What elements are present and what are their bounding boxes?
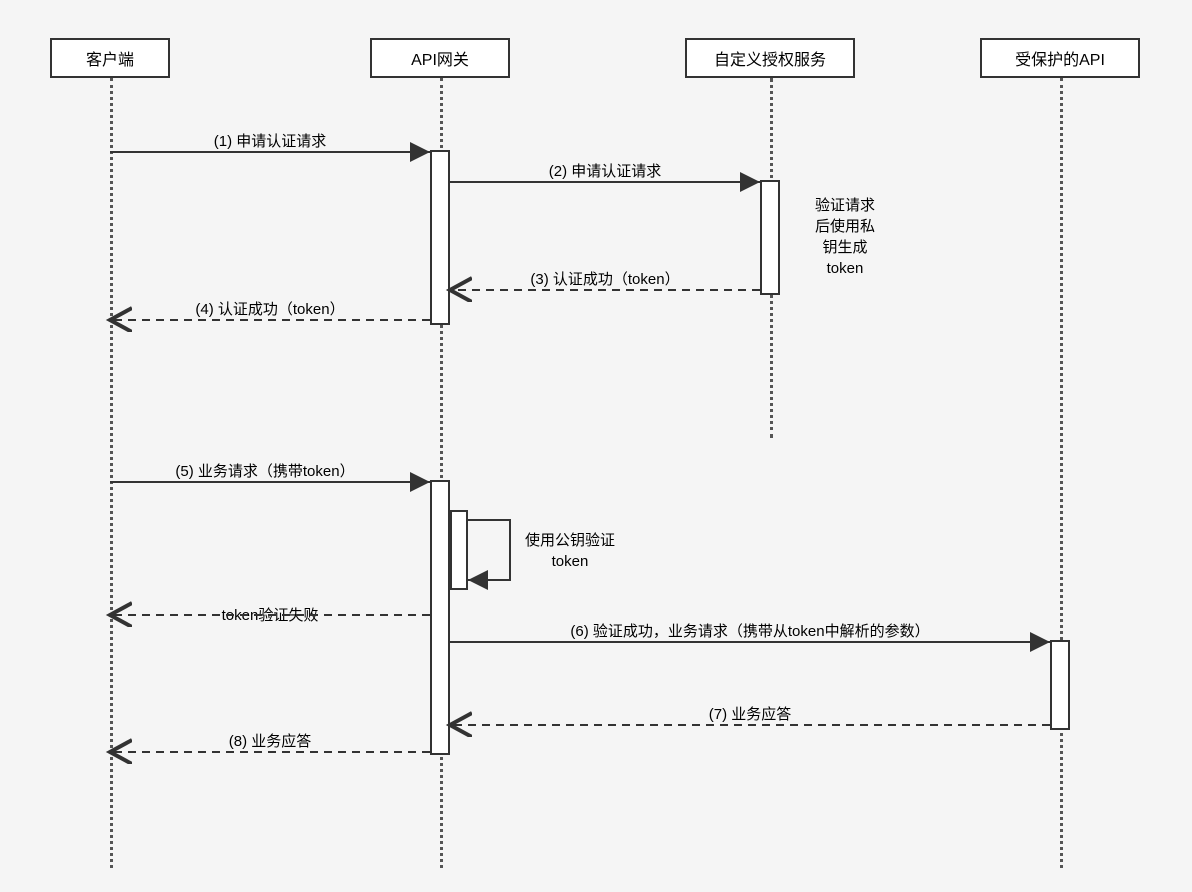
message-label: token验证失败 — [70, 604, 470, 625]
sequence-diagram: 客户端 API网关 自定义授权服务 受保护的API (1) 申请认证请求 (2) 申请认证… — [0, 0, 1192, 892]
note-auth: 验证请求后使用私钥生成token — [800, 195, 890, 279]
message-label: (6) 验证成功，业务请求（携带从token中解析的参数） — [550, 620, 950, 641]
participant-client: 客户端 — [50, 38, 170, 78]
message-label: (4) 认证成功（token） — [70, 298, 470, 319]
message-label: (7) 业务应答 — [550, 703, 950, 724]
participant-api: 受保护的API — [980, 38, 1140, 78]
message-label: (3) 认证成功（token） — [405, 268, 805, 289]
message-label: (1) 申请认证请求 — [70, 130, 470, 151]
lifeline-api — [1060, 78, 1063, 868]
message-label: (8) 业务应答 — [70, 730, 470, 751]
activation-api — [1050, 640, 1070, 730]
activation-gateway_self — [450, 510, 468, 590]
message-label: (2) 申请认证请求 — [405, 160, 805, 181]
participant-gateway: API网关 — [370, 38, 510, 78]
participant-auth: 自定义授权服务 — [685, 38, 855, 78]
message-label: (5) 业务请求（携带token） — [65, 460, 465, 481]
self-message-label: 使用公钥验证token — [500, 530, 640, 572]
